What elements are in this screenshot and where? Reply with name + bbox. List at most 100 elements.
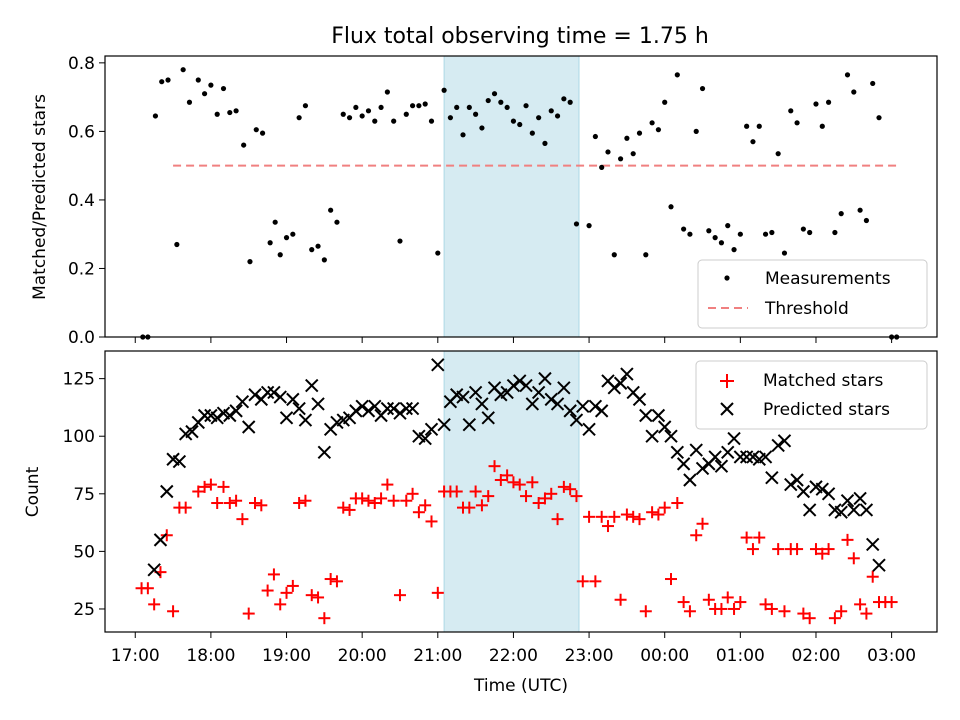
matched-star-point (450, 485, 463, 498)
matched-star-point (513, 478, 526, 491)
measurement-point (340, 111, 346, 117)
predicted-star-point (172, 454, 187, 469)
matched-star-point (482, 490, 495, 503)
matched-star-point (696, 517, 709, 530)
matched-star-point (746, 543, 759, 556)
measurement-point (706, 228, 712, 234)
matched-star-point (293, 497, 306, 510)
matched-star-point (583, 510, 596, 523)
matched-star-point (368, 497, 381, 510)
predicted-star-point (506, 378, 521, 393)
measurement-point (775, 151, 781, 157)
predicted-star-point (267, 385, 281, 400)
bottom-legend-box (695, 360, 928, 430)
matched-star-point (230, 494, 243, 507)
measurement-point (233, 108, 239, 114)
matched-star-point (765, 602, 778, 615)
predicted-star-point (689, 443, 703, 457)
matched-star-point (728, 602, 741, 615)
matched-star-point (683, 605, 696, 618)
x-tick-label: 22:00 (489, 646, 538, 666)
bottom-y-tick-label: 25 (73, 600, 95, 620)
matched-star-point (255, 499, 268, 512)
measurement-point (498, 99, 504, 105)
legend-predicted-marker (720, 402, 734, 416)
matched-star-point (179, 501, 192, 514)
bottom-plot-frame (104, 350, 938, 633)
measurement-point (819, 123, 825, 129)
predicted-star-point (361, 404, 376, 418)
matched-star-point (286, 579, 299, 592)
measurement-point (365, 108, 372, 114)
predicted-star-point (840, 494, 855, 508)
measurement-point (460, 132, 466, 138)
measurement-point (267, 240, 273, 246)
measurement-point (762, 231, 769, 237)
predicted-star-point (223, 408, 237, 423)
measurement-point (718, 240, 725, 246)
matched-star-point (501, 469, 514, 482)
measurement-point (409, 103, 416, 109)
matched-star-point (274, 598, 287, 611)
predicted-star-point (418, 431, 432, 446)
measurement-point (624, 135, 630, 141)
matched-star-point (267, 568, 280, 581)
measurement-point (825, 99, 832, 105)
matched-star-point (299, 494, 312, 507)
matched-star-point (759, 598, 772, 611)
predicted-star-point (727, 431, 741, 446)
measurement-point (359, 113, 365, 119)
predicted-star-point (305, 378, 319, 393)
count-points (135, 358, 898, 625)
measurement-point (353, 104, 359, 111)
bottom-y-tick-label: 50 (73, 542, 95, 562)
x-tick-label: 01:00 (716, 646, 765, 666)
measurement-point (504, 104, 510, 111)
matched-star-point (803, 612, 816, 625)
matched-star-point (646, 506, 659, 519)
predicted-star-point (513, 374, 527, 388)
measurement-point (315, 243, 321, 249)
top-y-tick-label: 0.6 (68, 122, 95, 142)
measurement-point (334, 219, 340, 225)
x-tick-label: 20:00 (338, 646, 387, 666)
predicted-star-point (481, 411, 495, 425)
measurement-point (794, 120, 800, 126)
predicted-star-point (834, 505, 848, 519)
top-panel: 0.00.20.40.60.8 Matched/Predicted stars … (30, 54, 938, 348)
matched-star-point (715, 602, 728, 615)
predicted-star-point (393, 406, 407, 420)
matched-star-point (211, 497, 224, 510)
measurement-point (510, 118, 517, 124)
matched-star-point (601, 520, 614, 533)
predicted-star-point (229, 404, 243, 418)
matched-star-point (236, 513, 249, 526)
matched-star-point (740, 531, 753, 544)
top-y-tick-label: 0.0 (68, 328, 95, 348)
matched-star-point (469, 485, 482, 498)
predicted-star-point (525, 397, 540, 411)
matched-star-point (721, 591, 734, 604)
matched-star-point (261, 584, 274, 597)
predicted-star-point (355, 399, 369, 413)
measurement-point (870, 80, 876, 87)
predicted-star-point (563, 404, 577, 418)
x-tick-label: 17:00 (111, 646, 160, 666)
matched-star-point (198, 480, 211, 493)
measurement-point (693, 128, 699, 134)
predicted-star-point (544, 392, 558, 407)
measurement-point (643, 252, 649, 258)
predicted-star-point (399, 401, 413, 416)
matched-star-point (223, 497, 236, 510)
matched-star-point (375, 492, 388, 505)
matched-star-point (791, 543, 804, 556)
predicted-star-point (607, 381, 621, 395)
matched-star-point (828, 612, 841, 625)
predicted-star-point (468, 385, 483, 400)
matched-star-point (841, 533, 854, 546)
x-tick-label: 03:00 (867, 646, 916, 666)
matched-star-point (557, 480, 570, 493)
matched-star-point (532, 497, 545, 510)
measurement-point (165, 77, 171, 83)
measurement-point (844, 72, 851, 78)
